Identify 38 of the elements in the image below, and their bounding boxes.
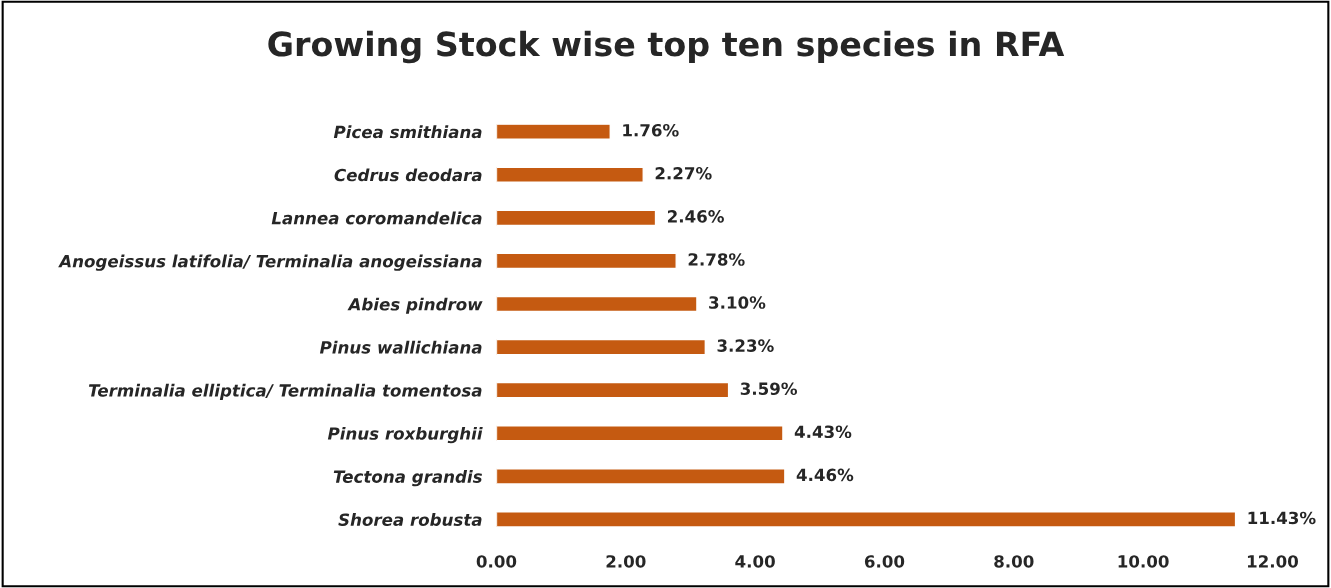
- data-label: 4.46%: [796, 468, 854, 482]
- y-tick-label: Cedrus deodara: [334, 168, 482, 182]
- y-tick-label: Shorea robusta: [338, 513, 482, 526]
- y-tick-label: Picea smithiana: [333, 125, 482, 139]
- bar: [496, 252, 677, 270]
- data-label: 3.10%: [709, 296, 766, 309]
- data-label: 1.76%: [623, 123, 679, 137]
- chart-title: Growing Stock wise top ten species in RFA: [268, 30, 1065, 64]
- y-tick-label: Pinus wallichiana: [319, 340, 482, 354]
- y-tick-label: Tectona grandis: [333, 470, 482, 487]
- x-tick-label: 12.00: [1247, 555, 1298, 568]
- y-tick-label: Lannea coromandelica: [271, 211, 482, 225]
- data-label: 3.59%: [740, 382, 798, 396]
- bar: [496, 425, 784, 442]
- bar: [496, 209, 657, 227]
- bar: [496, 295, 698, 313]
- y-tick-label: Terminalia elliptica/ Terminalia tomentosa: [88, 383, 482, 400]
- bar: [496, 468, 786, 485]
- data-label: 4.43%: [794, 425, 852, 439]
- bar: [496, 166, 644, 184]
- x-tick-label: 0.00: [476, 555, 517, 568]
- x-tick-label: 8.00: [994, 555, 1034, 568]
- y-tick-label: Anogeissus latifolia/ Terminalia anogeissiana: [58, 254, 482, 271]
- y-tick-label: Abies pindrow: [347, 297, 483, 314]
- data-label: 2.46%: [667, 210, 724, 223]
- y-tick-label: Pinus roxburghii: [327, 426, 483, 444]
- x-tick-label: 4.00: [735, 555, 775, 568]
- x-tick-label: 10.00: [1118, 555, 1169, 568]
- data-label: 11.43%: [1248, 511, 1316, 525]
- bar: [496, 338, 707, 356]
- data-label: 2.27%: [655, 167, 712, 180]
- data-label: 2.78%: [688, 253, 745, 266]
- x-tick-label: 2.00: [606, 555, 646, 568]
- bar: [496, 123, 611, 140]
- bar: [496, 511, 1237, 528]
- data-label: 3.23%: [717, 339, 774, 352]
- bar: [496, 381, 730, 399]
- x-tick-label: 6.00: [864, 555, 905, 568]
